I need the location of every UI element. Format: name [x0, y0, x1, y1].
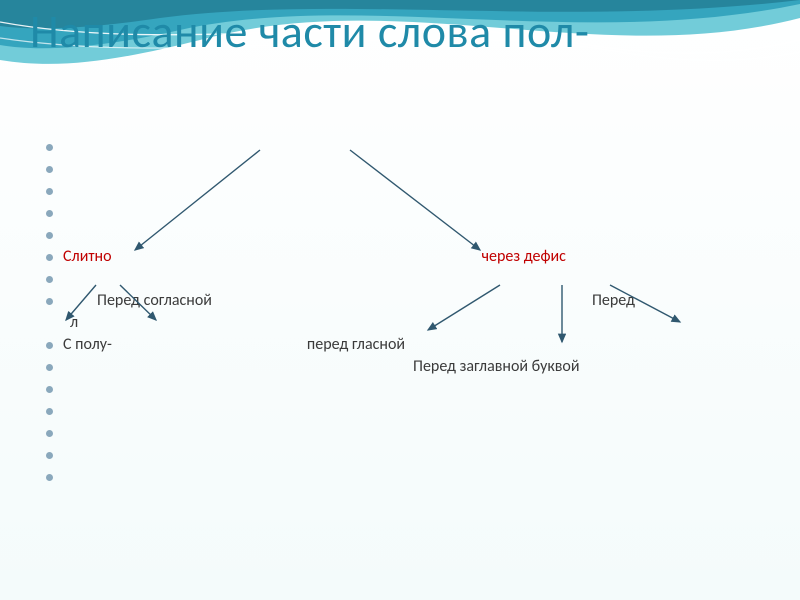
list-item	[46, 180, 635, 202]
bullet-icon	[46, 452, 53, 459]
bullet-icon	[46, 364, 53, 371]
list-item	[46, 378, 635, 400]
label-pered-soglasnoy: Перед согласной	[97, 290, 212, 312]
list-item-continuation: л	[70, 312, 635, 334]
label-slitno: Слитно	[63, 246, 112, 268]
list-item	[46, 466, 635, 488]
list-item	[46, 444, 635, 466]
label-l: л	[70, 312, 78, 334]
label-pered-glasnoy: перед гласной	[307, 334, 405, 356]
label-pered-zaglavnoy: Перед заглавной буквой	[413, 356, 580, 378]
list-item	[46, 158, 635, 180]
list-item	[46, 202, 635, 224]
bullet-icon	[46, 298, 53, 305]
slide: Написание части слова пол- Слитно через …	[0, 0, 800, 600]
bullet-icon	[46, 232, 53, 239]
bullet-icon	[46, 408, 53, 415]
list-item: Слитно через дефис	[46, 246, 635, 268]
label-pered: Перед	[592, 290, 635, 312]
list-item: Перед согласной Перед	[46, 290, 635, 312]
bullet-icon	[46, 144, 53, 151]
list-item: Перед заглавной буквой	[46, 356, 635, 378]
bullet-icon	[46, 210, 53, 217]
label-cherez-defis: через дефис	[482, 246, 566, 268]
list-item	[46, 268, 635, 290]
list-item: С полу- перед гласной	[46, 334, 635, 356]
slide-title: Написание части слова пол-	[30, 8, 589, 56]
list-item	[46, 400, 635, 422]
bullet-icon	[46, 342, 53, 349]
bullet-icon	[46, 254, 53, 261]
bullet-icon	[46, 276, 53, 283]
bullet-icon	[46, 188, 53, 195]
list-item	[46, 136, 635, 158]
bullet-icon	[46, 474, 53, 481]
bullet-icon	[46, 166, 53, 173]
list-item	[46, 224, 635, 246]
bullet-icon	[46, 430, 53, 437]
bullet-list: Слитно через дефис Перед согласной Перед…	[46, 136, 635, 488]
bullet-icon	[46, 386, 53, 393]
list-item	[46, 422, 635, 444]
label-s-polu: С полу-	[63, 334, 112, 356]
